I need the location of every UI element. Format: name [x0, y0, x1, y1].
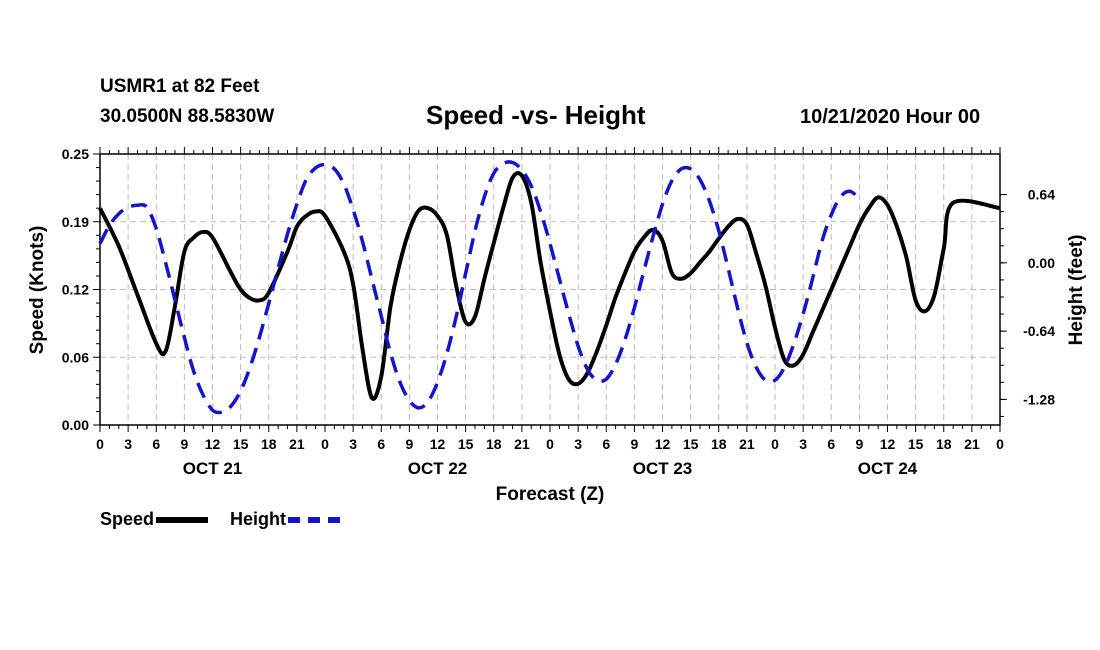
- x-tick-label: 9: [405, 436, 413, 452]
- x-tick-label: 18: [486, 436, 502, 452]
- x-tick-label: 3: [349, 436, 357, 452]
- x-tick-label: 9: [180, 436, 188, 452]
- legend-speed-swatch: [156, 516, 209, 523]
- y-tick-label: 0.25: [62, 146, 89, 162]
- x-tick-label: 21: [514, 436, 530, 452]
- y-tick-label: 0.12: [62, 282, 89, 298]
- x-tick-label: 0: [996, 436, 1004, 452]
- x-tick-label: 0: [96, 436, 104, 452]
- station-label: USMR1 at 82 Feet: [100, 76, 260, 97]
- x-tick-label: 3: [799, 436, 807, 452]
- y2-tick-label: -0.64: [1023, 323, 1055, 339]
- x-tick-label: 12: [430, 436, 446, 452]
- x-tick-label: 15: [458, 436, 474, 452]
- x-tick-label: 0: [321, 436, 329, 452]
- x-tick-label: 18: [936, 436, 952, 452]
- y2-axis-label: Height (feet): [1066, 235, 1087, 346]
- x-tick-label: 6: [602, 436, 610, 452]
- y2-tick-label: 0.00: [1028, 255, 1055, 271]
- y2-tick-label: -1.28: [1023, 391, 1055, 407]
- day-label: OCT 24: [858, 459, 918, 478]
- x-tick-label: 21: [964, 436, 980, 452]
- x-tick-label: 9: [630, 436, 638, 452]
- x-tick-label: 6: [827, 436, 835, 452]
- axes-layer: 0 3 6 9 12 15 18 21 0 3 6 9 12 15 18 21 0 3 6 9 12 15 18 21 0 3 6 9…: [62, 146, 1055, 478]
- day-label: OCT 22: [408, 459, 468, 478]
- y-tick-label: 0.06: [62, 349, 89, 365]
- x-tick-label: 12: [205, 436, 221, 452]
- x-tick-label: 0: [546, 436, 554, 452]
- x-tick-label: 9: [855, 436, 863, 452]
- grid-layer: [100, 154, 1000, 425]
- x-tick-label: 15: [233, 436, 249, 452]
- x-tick-label: 6: [377, 436, 385, 452]
- x-tick-label: 18: [261, 436, 277, 452]
- legend-speed: Speed: [100, 509, 209, 530]
- y-tick-label: 0.19: [62, 214, 89, 230]
- coordinates-label: 30.0500N 88.5830W: [100, 106, 275, 127]
- x-tick-label: 0: [771, 436, 779, 452]
- legend-height-label: Height: [230, 509, 286, 529]
- legend-height: Height: [230, 509, 340, 530]
- x-tick-label: 6: [152, 436, 160, 452]
- x-tick-label: 21: [289, 436, 305, 452]
- y-tick-label: 0.00: [62, 417, 89, 433]
- day-label: OCT 23: [633, 459, 693, 478]
- x-tick-label: 3: [124, 436, 132, 452]
- x-axis-label: Forecast (Z): [496, 484, 605, 505]
- y-axis-label: Speed (Knots): [27, 226, 48, 355]
- x-tick-label: 15: [908, 436, 924, 452]
- datetime-label: 10/21/2020 Hour 00: [800, 106, 981, 128]
- chart-title: Speed -vs- Height: [426, 100, 646, 130]
- x-tick-label: 18: [711, 436, 727, 452]
- x-tick-label: 12: [880, 436, 896, 452]
- x-tick-label: 3: [574, 436, 582, 452]
- day-label: OCT 21: [183, 459, 243, 478]
- x-tick-label: 12: [655, 436, 671, 452]
- x-tick-label: 15: [683, 436, 699, 452]
- legend-speed-label: Speed: [100, 509, 155, 529]
- series-line-height: [98, 160, 861, 415]
- series-layer: [98, 160, 1001, 415]
- y2-tick-label: 0.64: [1028, 187, 1055, 203]
- legend-height-swatch: [288, 516, 340, 523]
- x-tick-label: 21: [739, 436, 755, 452]
